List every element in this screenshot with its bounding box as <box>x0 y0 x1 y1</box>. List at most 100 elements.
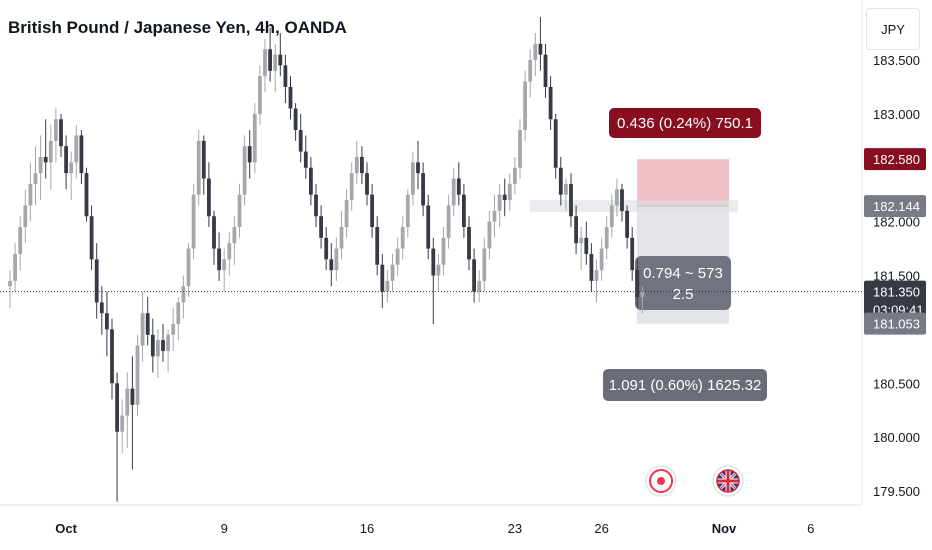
price-badge <box>864 195 926 218</box>
candle <box>156 329 160 378</box>
candle-body <box>18 227 23 254</box>
candle-body <box>395 248 400 265</box>
event-markers[interactable] <box>645 465 744 497</box>
candle-body <box>538 43 543 55</box>
candle-body <box>635 270 640 298</box>
candle-body <box>105 313 109 330</box>
candle <box>293 103 298 141</box>
candle <box>176 297 181 341</box>
candle-body <box>237 194 242 228</box>
candle-body <box>186 248 191 287</box>
candle-body <box>263 49 267 77</box>
time-tick-label: 16 <box>360 521 374 536</box>
candle-body <box>247 146 252 163</box>
candle-body <box>604 227 609 249</box>
price-tick-label: 180.000 <box>873 430 920 445</box>
candle <box>579 227 584 271</box>
candle-body <box>191 194 196 249</box>
candle <box>89 205 94 271</box>
candle <box>344 189 349 238</box>
candle <box>615 178 619 217</box>
candle <box>625 205 629 249</box>
time-axis[interactable]: Oct 9 16 23 26 Nov 6 <box>55 521 814 536</box>
candle-body <box>278 54 283 66</box>
candle-body <box>615 189 619 206</box>
candle-body <box>288 86 293 109</box>
uk-event-marker[interactable] <box>712 465 744 497</box>
candle-body <box>242 146 247 195</box>
candle <box>370 183 374 238</box>
candle-body <box>94 259 99 303</box>
candle-body <box>217 248 221 271</box>
candle <box>375 216 380 276</box>
candle-body <box>558 167 563 195</box>
candle <box>553 113 558 179</box>
candle <box>319 205 323 249</box>
candle <box>482 237 487 292</box>
price-axis[interactable]: 183.500 183.000 182.000 181.500 180.500 180.0… <box>873 53 920 499</box>
candle <box>309 156 313 206</box>
candle <box>446 194 451 249</box>
candle <box>487 210 492 260</box>
time-tick-label: 9 <box>221 521 228 536</box>
candle <box>518 119 522 179</box>
candle-body <box>298 130 303 152</box>
stop-label: 0.436 (0.24%) 750.1 <box>617 115 753 132</box>
candle-body <box>365 173 369 195</box>
candle-body <box>252 113 257 163</box>
candle <box>201 135 206 195</box>
candle <box>324 227 329 271</box>
candle <box>150 318 155 373</box>
candle-body <box>314 194 318 217</box>
candle-body <box>533 43 538 60</box>
candle <box>334 237 339 281</box>
candle <box>232 216 237 265</box>
candle <box>467 216 471 271</box>
candle-body <box>497 194 502 211</box>
candle <box>64 135 68 190</box>
candle-body <box>390 264 395 281</box>
candle <box>635 259 640 308</box>
time-tick-label: Oct <box>55 521 77 536</box>
candle-body <box>513 167 517 184</box>
candle <box>69 151 74 201</box>
candle-body <box>579 237 584 244</box>
candle <box>247 130 252 179</box>
candle-body <box>258 76 262 114</box>
candle <box>8 270 12 308</box>
candle <box>54 108 58 163</box>
candle-body <box>416 162 420 174</box>
candle-body <box>268 49 272 71</box>
chart-grid <box>0 0 863 506</box>
candle <box>74 124 79 179</box>
candle <box>237 183 242 238</box>
price-badge-label: 181.053 <box>873 317 920 332</box>
candle-body <box>150 334 155 357</box>
candle <box>13 243 17 292</box>
candle <box>99 286 104 335</box>
price-badge-label: 182.144 <box>873 199 920 214</box>
candle-body <box>69 162 74 174</box>
candle <box>630 227 635 281</box>
candle <box>599 237 604 281</box>
candle <box>523 70 527 141</box>
candle <box>620 183 624 222</box>
candle-body <box>421 173 425 206</box>
candle-body <box>574 216 578 244</box>
candle <box>462 183 466 238</box>
position-tool[interactable]: 0.436 (0.24%) 750.1 0.794 ~ 573 2.5 1.091 (… <box>530 108 767 401</box>
candle <box>477 270 482 303</box>
candle <box>604 216 609 260</box>
record-icon <box>657 477 665 485</box>
currency-selector[interactable]: JPY <box>866 8 920 50</box>
economic-event-marker[interactable] <box>645 465 677 497</box>
candle <box>191 183 196 260</box>
candle-body <box>222 259 227 271</box>
candle-body <box>212 216 216 249</box>
position-info-line2: 2.5 <box>673 286 694 303</box>
candle-body <box>130 388 135 405</box>
time-tick-label: 26 <box>594 521 608 536</box>
candle <box>405 189 410 238</box>
candle <box>268 27 272 82</box>
